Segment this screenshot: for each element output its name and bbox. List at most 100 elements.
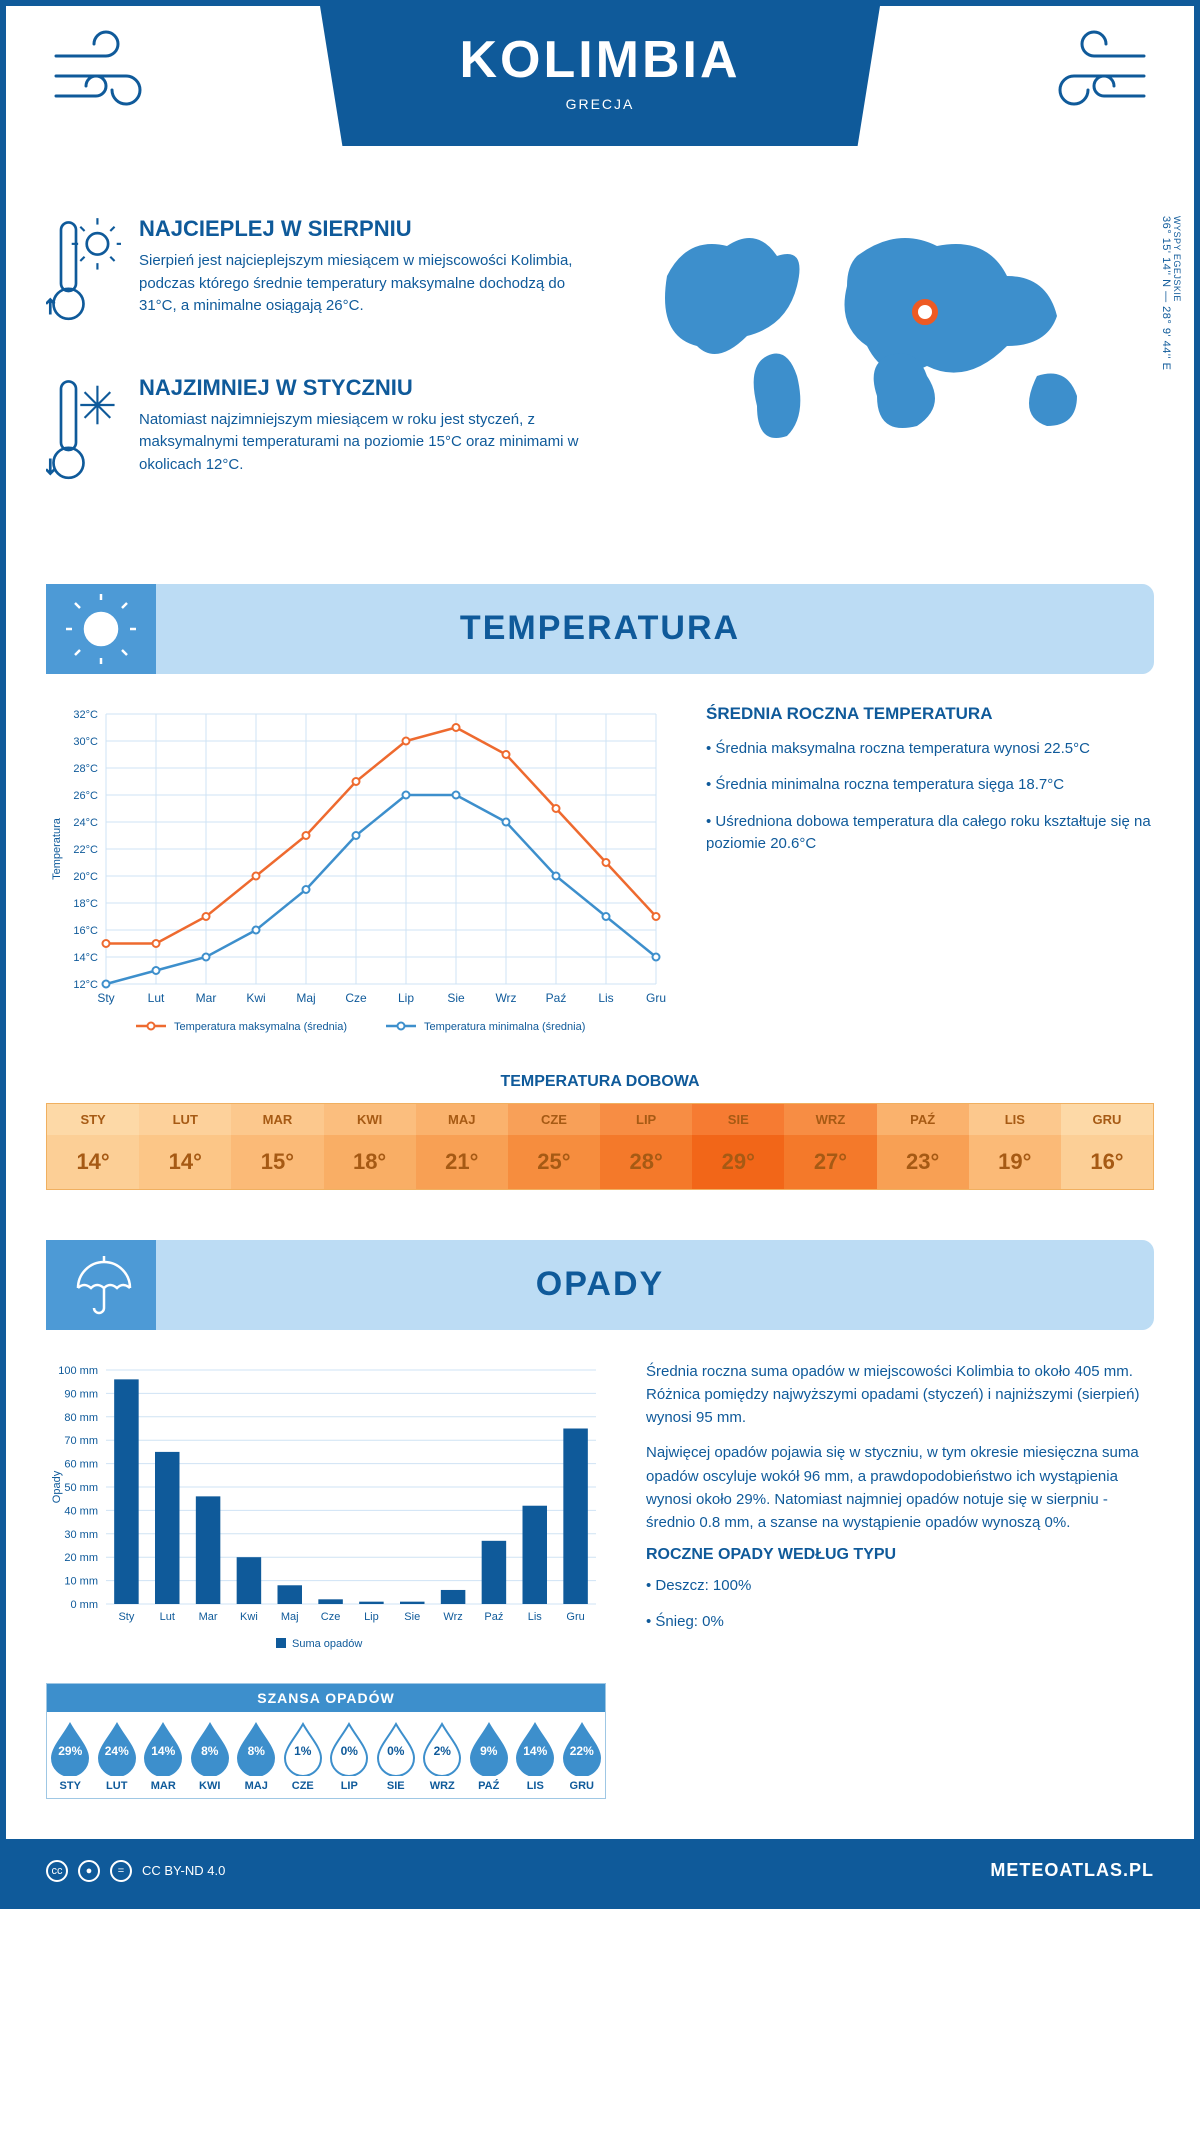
chance-month: KWI [187, 1780, 234, 1792]
thermometer-hot-icon [46, 216, 121, 339]
daily-month: LUT [139, 1104, 231, 1135]
drop-icon: 24% [95, 1722, 139, 1776]
svg-text:22°C: 22°C [73, 844, 98, 856]
daily-value: 29° [692, 1135, 784, 1189]
chance-month: SIE [373, 1780, 420, 1792]
svg-text:32°C: 32°C [73, 709, 98, 721]
svg-text:Paź: Paź [484, 1611, 503, 1623]
lon-label: 28° 9' 44'' E [1160, 306, 1172, 370]
chance-panel: SZANSA OPADÓW 29%STY24%LUT14%MAR8%KWI8%M… [46, 1683, 606, 1799]
chance-cell: 0%LIP [326, 1722, 373, 1792]
daily-cell: STY14° [47, 1104, 139, 1189]
svg-text:Lip: Lip [398, 991, 414, 1005]
drop-icon: 8% [234, 1722, 278, 1776]
brand-label: METEOATLAS.PL [990, 1860, 1154, 1881]
svg-text:20 mm: 20 mm [64, 1552, 98, 1564]
chance-month: MAJ [233, 1780, 280, 1792]
location-subtitle: GRECJA [320, 96, 880, 112]
chance-month: GRU [559, 1780, 606, 1792]
drop-icon: 0% [327, 1722, 371, 1776]
svg-text:18°C: 18°C [73, 898, 98, 910]
daily-value: 25° [508, 1135, 600, 1189]
daily-value: 16° [1061, 1135, 1153, 1189]
svg-text:30 mm: 30 mm [64, 1528, 98, 1540]
svg-text:Lut: Lut [148, 991, 165, 1005]
svg-text:Wrz: Wrz [495, 991, 516, 1005]
world-map-icon [620, 216, 1154, 446]
svg-text:Lis: Lis [528, 1611, 543, 1623]
svg-text:Gru: Gru [646, 991, 666, 1005]
coordinates: WYSPY EGEJSKIE 36° 15' 14'' N — 28° 9' 4… [1160, 216, 1182, 370]
cc-icon: cc [46, 1860, 68, 1882]
daily-value: 18° [324, 1135, 416, 1189]
daily-cell: GRU16° [1061, 1104, 1153, 1189]
wind-icon-right [1034, 26, 1154, 116]
daily-month: LIP [600, 1104, 692, 1135]
chance-cell: 1%CZE [280, 1722, 327, 1792]
annual-type-list: • Deszcz: 100% • Śnieg: 0% [646, 1574, 1154, 1633]
daily-value: 23° [877, 1135, 969, 1189]
umbrella-icon [46, 1240, 156, 1330]
precip-bar-chart: 0 mm10 mm20 mm30 mm40 mm50 mm60 mm70 mm8… [46, 1360, 606, 1660]
drop-icon: 14% [513, 1722, 557, 1776]
daily-cell: LIS19° [969, 1104, 1061, 1189]
daily-month: SIE [692, 1104, 784, 1135]
svg-text:Maj: Maj [281, 1611, 299, 1623]
svg-text:Temperatura: Temperatura [51, 817, 63, 880]
svg-text:Temperatura minimalna (średnia: Temperatura minimalna (średnia) [424, 1021, 585, 1033]
precip-section: OPADY 0 mm10 mm20 mm30 mm40 mm50 mm60 mm… [46, 1240, 1154, 1799]
svg-text:26°C: 26°C [73, 790, 98, 802]
chance-month: CZE [280, 1780, 327, 1792]
svg-text:Sie: Sie [404, 1611, 420, 1623]
temperature-section: TEMPERATURA 12°C14°C16°C18°C20°C22°C24°C… [46, 584, 1154, 1190]
svg-text:Cze: Cze [321, 1611, 341, 1623]
svg-text:90 mm: 90 mm [64, 1388, 98, 1400]
daily-month: WRZ [784, 1104, 876, 1135]
svg-text:Sty: Sty [97, 991, 114, 1005]
daily-cell: LUT14° [139, 1104, 231, 1189]
svg-text:Sty: Sty [118, 1611, 134, 1623]
svg-text:Lut: Lut [160, 1611, 175, 1623]
temp-bullet: • Uśredniona dobowa temperatura dla całe… [706, 811, 1154, 856]
daily-value: 19° [969, 1135, 1061, 1189]
chance-cell: 2%WRZ [419, 1722, 466, 1792]
svg-text:14°C: 14°C [73, 952, 98, 964]
svg-text:Lip: Lip [364, 1611, 379, 1623]
svg-text:0 mm: 0 mm [71, 1599, 99, 1611]
chance-cell: 0%SIE [373, 1722, 420, 1792]
daily-cell: KWI18° [324, 1104, 416, 1189]
avg-temp-bullets: • Średnia maksymalna roczna temperatura … [706, 738, 1154, 856]
temp-bullet: • Średnia maksymalna roczna temperatura … [706, 738, 1154, 761]
daily-cell: CZE25° [508, 1104, 600, 1189]
chance-cell: 8% KWI [187, 1722, 234, 1792]
temperature-line-chart: 12°C14°C16°C18°C20°C22°C24°C26°C28°C30°C… [46, 704, 666, 1044]
chance-month: STY [47, 1780, 94, 1792]
svg-text:28°C: 28°C [73, 763, 98, 775]
drop-icon: 8% [188, 1722, 232, 1776]
chance-cell: 22% GRU [559, 1722, 606, 1792]
type-item: • Deszcz: 100% [646, 1574, 1154, 1597]
daily-value: 14° [139, 1135, 231, 1189]
drop-icon: 29% [48, 1722, 92, 1776]
chance-month: PAŹ [466, 1780, 513, 1792]
coldest-title: NAJZIMNIEJ W STYCZNIU [139, 375, 580, 401]
nd-icon: = [110, 1860, 132, 1882]
chance-month: LIS [512, 1780, 559, 1792]
daily-month: KWI [324, 1104, 416, 1135]
avg-temp-title: ŚREDNIA ROCZNA TEMPERATURA [706, 704, 1154, 724]
drop-icon: 22% [560, 1722, 604, 1776]
title-banner: KOLIMBIA GRECJA [320, 6, 880, 146]
svg-text:Suma opadów: Suma opadów [292, 1638, 362, 1650]
type-item: • Śnieg: 0% [646, 1610, 1154, 1633]
daily-cell: PAŹ23° [877, 1104, 969, 1189]
svg-text:50 mm: 50 mm [64, 1482, 98, 1494]
by-icon: ● [78, 1860, 100, 1882]
daily-value: 28° [600, 1135, 692, 1189]
warmest-title: NAJCIEPLEJ W SIERPNIU [139, 216, 580, 242]
svg-text:Cze: Cze [345, 991, 367, 1005]
daily-month: PAŹ [877, 1104, 969, 1135]
daily-month: MAJ [416, 1104, 508, 1135]
temp-bullet: • Średnia minimalna roczna temperatura s… [706, 774, 1154, 797]
svg-text:24°C: 24°C [73, 817, 98, 829]
annual-type-title: ROCZNE OPADY WEDŁUG TYPU [646, 1546, 1154, 1564]
